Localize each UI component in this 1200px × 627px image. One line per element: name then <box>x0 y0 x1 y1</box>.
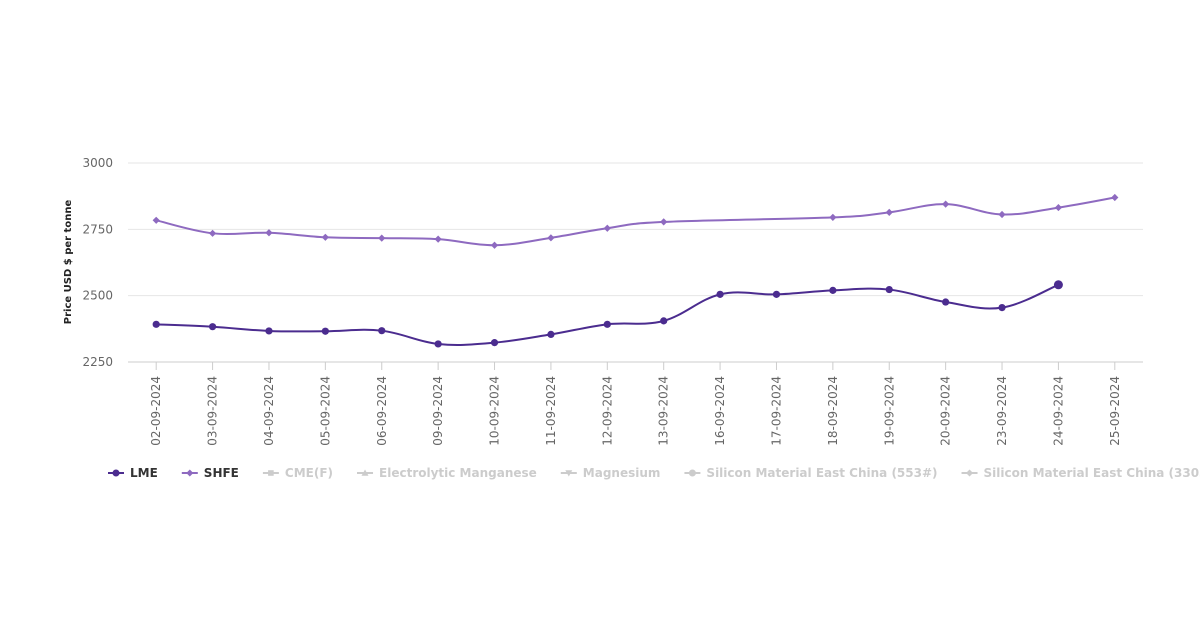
y-tick-label: 2500 <box>82 289 113 303</box>
legend-label: CME(F) <box>285 466 333 480</box>
series-line-shfe <box>155 196 1115 247</box>
y-axis-label: Price USD $ per tonne <box>63 200 74 325</box>
y-tick-label: 2250 <box>82 355 113 369</box>
legend-marker <box>268 470 274 476</box>
legend-item-shfe[interactable]: SHFE <box>181 466 239 480</box>
y-tick-label: 3000 <box>82 156 113 170</box>
x-tick-label: 13-09-2024 <box>657 376 671 446</box>
data-point-lme[interactable] <box>208 323 217 331</box>
y-axis-tick-labels: 2250 2500 2750 3000 <box>82 156 113 369</box>
data-point-lme[interactable] <box>716 290 724 298</box>
data-point-lme[interactable] <box>490 339 499 347</box>
data-point-lme[interactable] <box>434 340 442 348</box>
data-point-lme[interactable] <box>660 317 668 325</box>
legend-item-lme[interactable]: LME <box>108 466 158 480</box>
series-lme <box>152 280 1063 348</box>
data-point-lme[interactable] <box>378 327 386 335</box>
grid-lines <box>128 162 1143 363</box>
data-point-shfe[interactable] <box>942 200 950 208</box>
legend-marker <box>186 469 194 477</box>
legend-item-silicon-material-east-china-553[interactable]: Silicon Material East China (553#) <box>684 466 938 480</box>
x-tick-label: 24-09-2024 <box>1051 376 1065 446</box>
data-point-shfe[interactable] <box>321 233 329 241</box>
data-point-lme[interactable] <box>603 320 611 328</box>
series-shfe <box>152 193 1119 249</box>
x-tick-label: 19-09-2024 <box>882 376 896 446</box>
x-tick-label: 03-09-2024 <box>206 376 220 446</box>
data-point-shfe[interactable] <box>885 208 893 216</box>
x-axis-tick-labels: 02-09-2024 03-09-2024 04-09-2024 05-09-2024… <box>149 362 1122 446</box>
data-point-shfe[interactable] <box>152 216 160 224</box>
legend-item-cme-f[interactable]: CME(F) <box>262 466 333 480</box>
legend-label: LME <box>130 466 158 480</box>
legend-item-electrolytic-manganese[interactable]: Electrolytic Manganese <box>357 466 537 480</box>
data-point-shfe[interactable] <box>998 210 1006 219</box>
x-tick-label: 25-09-2024 <box>1108 376 1122 446</box>
x-tick-label: 16-09-2024 <box>713 376 727 446</box>
data-point-shfe[interactable] <box>434 235 442 243</box>
legend-item-magnesium[interactable]: Magnesium <box>560 466 661 480</box>
legend-marker <box>565 470 573 477</box>
legend-marker <box>112 469 120 477</box>
legend-item-silicon-material-east-china-3303[interactable]: Silicon Material East China (3303#) <box>961 466 1200 480</box>
legend-marker <box>361 469 369 476</box>
data-point-lme[interactable] <box>998 304 1006 312</box>
data-point-lme[interactable] <box>152 320 160 328</box>
legend-label: Silicon Material East China (553#) <box>706 466 937 480</box>
data-point-shfe[interactable] <box>490 241 499 249</box>
x-tick-label: 11-09-2024 <box>544 376 558 446</box>
x-tick-label: 02-09-2024 <box>149 376 163 446</box>
data-point-lme[interactable] <box>772 290 781 298</box>
data-point-shfe[interactable] <box>265 229 273 237</box>
data-point-shfe[interactable] <box>1111 193 1119 202</box>
data-point-lme[interactable] <box>321 327 329 335</box>
x-tick-label: 17-09-2024 <box>769 376 783 446</box>
y-tick-label: 2750 <box>82 222 113 236</box>
data-point-lme[interactable] <box>265 327 273 335</box>
legend-label: Electrolytic Manganese <box>379 466 537 480</box>
legend-marker <box>966 469 974 477</box>
x-tick-label: 04-09-2024 <box>262 376 276 446</box>
x-tick-label: 05-09-2024 <box>318 376 332 446</box>
data-point-shfe[interactable] <box>378 234 386 242</box>
data-point-shfe[interactable] <box>547 234 555 242</box>
data-point-shfe[interactable] <box>1054 203 1063 212</box>
data-point-lme[interactable] <box>1053 280 1063 290</box>
data-point-lme[interactable] <box>942 298 950 306</box>
x-tick-label: 20-09-2024 <box>939 376 953 446</box>
data-point-lme[interactable] <box>829 286 837 294</box>
data-point-shfe[interactable] <box>829 213 837 221</box>
x-tick-label: 09-09-2024 <box>431 376 445 446</box>
legend: LME SHFE CME(F) Electrolytic Manganese Magne… <box>108 466 1200 480</box>
data-point-shfe[interactable] <box>660 218 668 226</box>
legend-label: Silicon Material East China (3303#) <box>984 466 1200 480</box>
legend-label: Magnesium <box>583 466 661 480</box>
legend-label: SHFE <box>204 466 239 480</box>
series-line-lme <box>156 283 1059 346</box>
x-tick-label: 10-09-2024 <box>488 376 502 446</box>
x-tick-label: 06-09-2024 <box>375 376 389 446</box>
data-point-lme[interactable] <box>885 285 893 294</box>
data-point-shfe[interactable] <box>603 224 611 232</box>
data-point-shfe[interactable] <box>208 229 217 237</box>
legend-marker <box>688 469 696 477</box>
x-tick-label: 23-09-2024 <box>995 376 1009 446</box>
data-point-lme[interactable] <box>547 330 555 339</box>
x-tick-label: 18-09-2024 <box>826 376 840 446</box>
x-tick-label: 12-09-2024 <box>600 376 614 446</box>
series-group <box>152 193 1119 348</box>
